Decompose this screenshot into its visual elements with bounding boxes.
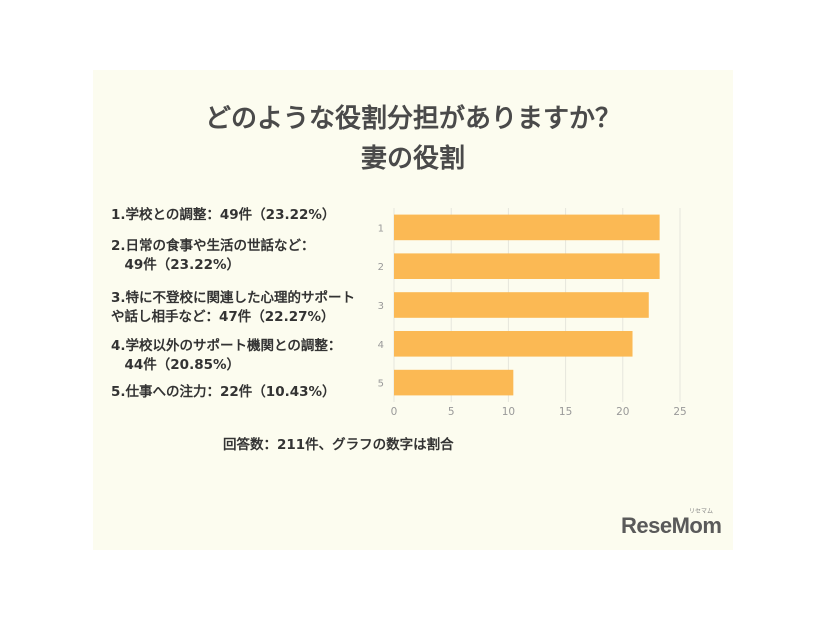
resemom-logo: ReseMom xyxy=(621,513,722,538)
bar-chart: 1 2 3 4 5 0 5 10 15 20 25 xyxy=(378,208,687,418)
x-tick-label-0: 0 xyxy=(391,406,398,418)
legend-item-2: 2.日常の食事や生活の世話など： 49件（23.22%） xyxy=(111,238,315,273)
x-tick-label-5: 25 xyxy=(673,406,686,418)
x-tick-label-4: 20 xyxy=(616,406,629,418)
legend-item-3: 3.特に不登校に関連した心理的サポート や話し相手など：47件（22.27%） xyxy=(111,290,356,325)
legend-item-1: 1.学校との調整：49件（23.22%） xyxy=(111,207,336,223)
y-tick-label-1: 1 xyxy=(378,223,384,234)
legend-item-4: 4.学校以外のサポート機関との調整： 44件（20.85%） xyxy=(111,338,342,373)
y-tick-label-5: 5 xyxy=(378,379,384,390)
bar-4 xyxy=(394,330,633,357)
bar-3 xyxy=(394,292,649,318)
y-tick-label-4: 4 xyxy=(378,340,384,351)
chart-panel: どのような役割分担がありますか？ 妻の役割 1.学校との調整：49件（23.22… xyxy=(93,70,733,550)
y-tick-label-2: 2 xyxy=(378,262,384,273)
x-tick-label-1: 5 xyxy=(448,406,455,418)
bar-2 xyxy=(394,253,660,280)
chart-title: どのような役割分担がありますか？ xyxy=(204,104,621,134)
x-tick-label-3: 15 xyxy=(559,406,572,418)
chart-subtitle: 妻の役割 xyxy=(360,144,465,174)
legend-item-5: 5.仕事への注力：22件（10.43%） xyxy=(111,384,336,400)
logo-kana: リセマム xyxy=(689,508,714,515)
bar-5 xyxy=(394,369,514,396)
y-tick-label-3: 3 xyxy=(378,301,384,312)
bar-1 xyxy=(394,214,660,241)
x-tick-label-2: 10 xyxy=(502,406,515,418)
response-note: 回答数：211件、グラフの数字は割合 xyxy=(223,437,454,453)
